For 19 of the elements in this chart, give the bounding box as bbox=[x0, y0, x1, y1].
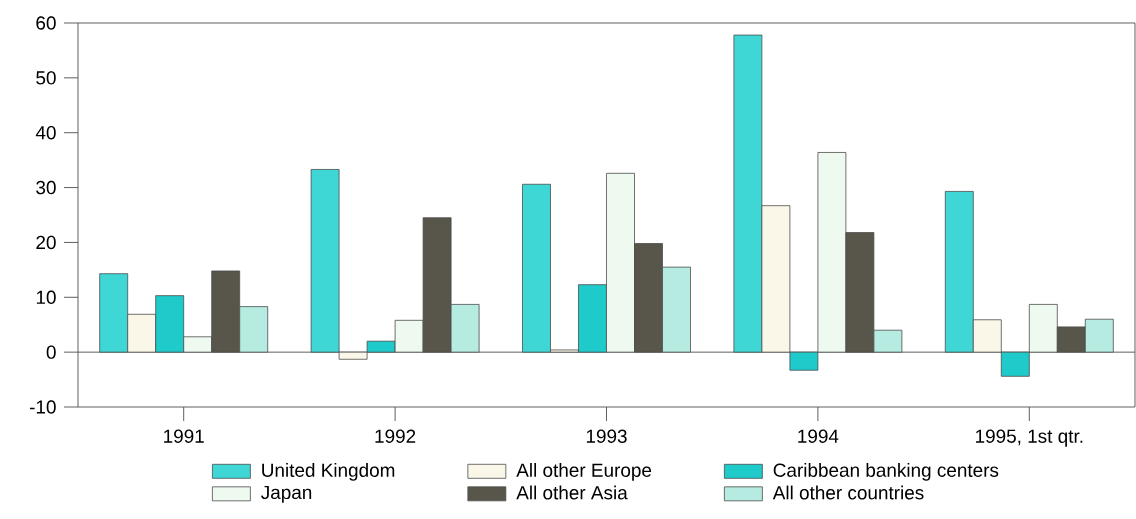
legend-label: All other countries bbox=[772, 485, 924, 500]
y-tick-label: 40 bbox=[35, 126, 56, 140]
x-tick-label: 1995, 1st qtr. bbox=[976, 429, 1083, 447]
y-tick-label: -10 bbox=[29, 400, 56, 414]
legend-label: United Kingdom bbox=[262, 463, 395, 481]
y-tick-label: 60 bbox=[36, 16, 56, 30]
y-tick-label: 10 bbox=[36, 290, 56, 304]
x-tick-label: 1994 bbox=[798, 429, 839, 443]
x-tick-label: 1991 bbox=[164, 429, 204, 443]
legend-label: All other Asia bbox=[516, 485, 628, 500]
x-tick-label: 1992 bbox=[375, 429, 416, 443]
x-tick-label: 1993 bbox=[586, 429, 627, 443]
legend-label: All other Europe bbox=[516, 463, 652, 481]
y-tick-label: 50 bbox=[36, 71, 56, 85]
y-tick-label: 0 bbox=[46, 345, 56, 359]
legend-label: Caribbean banking centers bbox=[773, 463, 999, 481]
y-tick-label: 20 bbox=[36, 235, 56, 250]
y-tick-label: 30 bbox=[36, 180, 56, 195]
legend-label: Japan bbox=[261, 485, 312, 503]
